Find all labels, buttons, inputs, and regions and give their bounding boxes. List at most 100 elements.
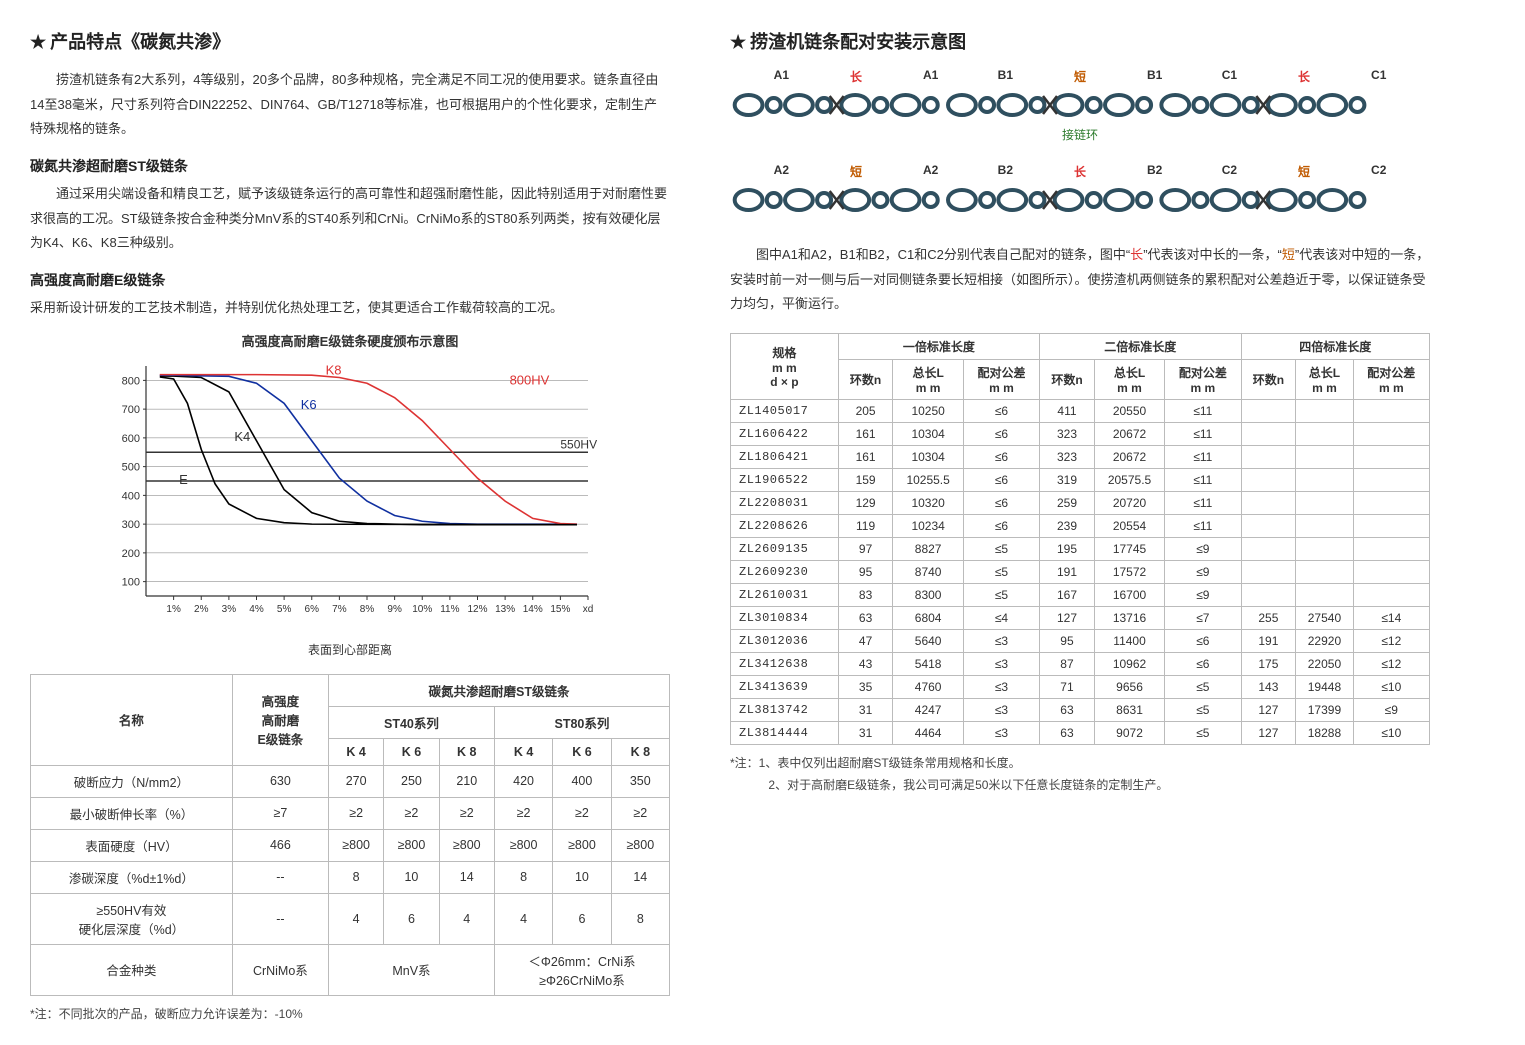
chain-label: A2	[893, 163, 968, 180]
star-icon: ★	[30, 32, 46, 52]
cell: ZL3413639	[731, 676, 839, 699]
cell: 8740	[893, 561, 963, 584]
chart-caption: 高强度高耐磨E级链条硬度颁布示意图	[30, 331, 670, 350]
cell: 22050	[1296, 653, 1353, 676]
cell	[1353, 538, 1429, 561]
cell	[1241, 400, 1296, 423]
cell: 20672	[1094, 423, 1164, 446]
chain-label: C1	[1341, 68, 1416, 85]
cell: ≥2	[611, 797, 669, 829]
cell: 205	[838, 400, 893, 423]
svg-text:1%: 1%	[166, 604, 181, 615]
cell: ≤9	[1165, 538, 1241, 561]
cell: 161	[838, 423, 893, 446]
th-sub: K 4	[494, 738, 552, 765]
hardness-chart: 1002003004005006007008001%2%3%4%5%6%7%8%…	[30, 356, 670, 658]
cell: ≥2	[328, 797, 383, 829]
cell	[1241, 423, 1296, 446]
svg-text:15%: 15%	[550, 604, 570, 615]
cell	[1241, 561, 1296, 584]
cell: ZL3010834	[731, 607, 839, 630]
cell: 8300	[893, 584, 963, 607]
svg-text:7%: 7%	[332, 604, 347, 615]
cell: 14	[611, 861, 669, 893]
cell: 97	[838, 538, 893, 561]
chain-label: B1	[1117, 68, 1192, 85]
cell: ZL2609230	[731, 561, 839, 584]
cell: ≤6	[963, 400, 1039, 423]
svg-text:10%: 10%	[412, 604, 432, 615]
cell	[1296, 561, 1353, 584]
cell: 210	[439, 765, 494, 797]
cell: 10	[553, 861, 611, 893]
svg-text:8%: 8%	[360, 604, 375, 615]
svg-text:500: 500	[122, 461, 140, 473]
th-sub: 总长Lm m	[1296, 360, 1353, 400]
cell: ZL2609135	[731, 538, 839, 561]
cell: ≤3	[963, 653, 1039, 676]
cell: ≤9	[1165, 584, 1241, 607]
th-sub: K 6	[384, 738, 439, 765]
svg-text:12%: 12%	[467, 604, 487, 615]
cell: 127	[1241, 699, 1296, 722]
cell	[1353, 584, 1429, 607]
cell: 400	[553, 765, 611, 797]
cell: 63	[1040, 722, 1095, 745]
cell: ≥800	[384, 829, 439, 861]
row-name: 合金种类	[31, 944, 233, 995]
cell: ≤11	[1165, 469, 1241, 492]
chain-label: B1	[968, 68, 1043, 85]
cell	[1296, 515, 1353, 538]
cell: ZL1906522	[731, 469, 839, 492]
svg-text:700: 700	[122, 404, 140, 416]
cell: ≤3	[963, 722, 1039, 745]
cell: ≤12	[1353, 630, 1429, 653]
cell: 9656	[1094, 676, 1164, 699]
cell: 119	[838, 515, 893, 538]
cell: ≤9	[1353, 699, 1429, 722]
svg-text:6%: 6%	[305, 604, 320, 615]
cell: 9072	[1094, 722, 1164, 745]
th-sub: K 8	[611, 738, 669, 765]
chain-label: 短	[1043, 68, 1118, 85]
left-para3: 采用新设计研发的工艺技术制造，并特别优化热处理工艺，使其更适合工作载荷较高的工况…	[30, 296, 670, 321]
cell	[1241, 584, 1296, 607]
right-column: ★捞渣机链条配对安装示意图 A1长A1B1短B1C1长C1接链环A2短A2B2长…	[730, 20, 1430, 1025]
cell: 16700	[1094, 584, 1164, 607]
chain-label: A1	[744, 68, 819, 85]
th-sub: 环数n	[1241, 360, 1296, 400]
cell: 129	[838, 492, 893, 515]
cell: ≤5	[1165, 722, 1241, 745]
cell: 259	[1040, 492, 1095, 515]
svg-text:E: E	[179, 472, 188, 487]
cell	[1241, 538, 1296, 561]
left-title: ★产品特点《碳氮共渗》	[30, 28, 670, 54]
cell	[1353, 492, 1429, 515]
cell: 195	[1040, 538, 1095, 561]
th-st: 碳氮共渗超耐磨ST级链条	[328, 674, 669, 706]
chain-label: C2	[1192, 163, 1267, 180]
svg-text:550HV: 550HV	[560, 437, 597, 451]
th-group: 一倍标准长度	[838, 334, 1039, 360]
cell: ≤5	[1165, 699, 1241, 722]
cell: 14	[439, 861, 494, 893]
cell: 11400	[1094, 630, 1164, 653]
cell: 63	[838, 607, 893, 630]
cell: CrNiMo系	[232, 944, 328, 995]
svg-text:K8: K8	[326, 362, 342, 377]
svg-text:100: 100	[122, 576, 140, 588]
cell	[1241, 515, 1296, 538]
cell: ≥2	[439, 797, 494, 829]
row-name: ≥550HV有效硬化层深度（%d）	[31, 893, 233, 944]
svg-text:xd: xd	[583, 604, 594, 615]
cell: ≤11	[1165, 446, 1241, 469]
cell	[1241, 446, 1296, 469]
cell: ≥800	[328, 829, 383, 861]
cell: ≥800	[494, 829, 552, 861]
cell: 10	[384, 861, 439, 893]
spec-table: 规格m md × p一倍标准长度二倍标准长度四倍标准长度环数n总长Lm m配对公…	[730, 333, 1430, 745]
cell: ZL1806421	[731, 446, 839, 469]
right-notes: *注：1、表中仅列出超耐磨ST级链条常用规格和长度。 2、对于高耐磨E级链条，我…	[730, 753, 1430, 796]
cell: 323	[1040, 446, 1095, 469]
star-icon: ★	[730, 32, 746, 52]
